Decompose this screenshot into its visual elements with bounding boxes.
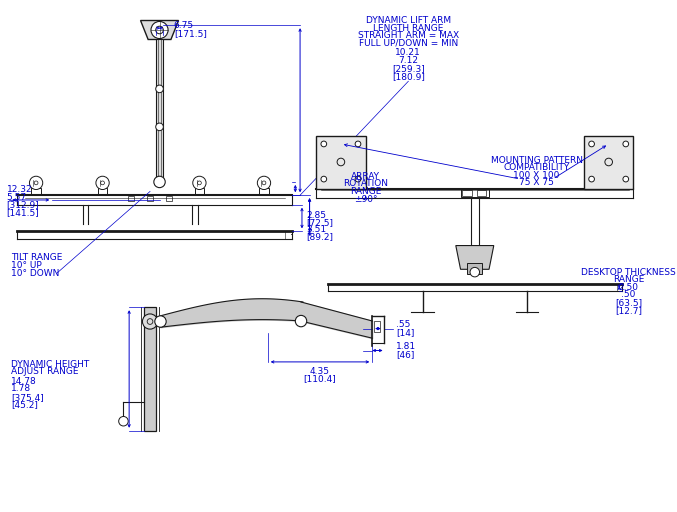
Bar [128, 196, 134, 201]
Bar [316, 136, 366, 188]
Text: [375.4]: [375.4] [12, 393, 44, 402]
Bar [156, 39, 163, 182]
Text: ARRAY: ARRAY [351, 172, 380, 181]
Text: 4.35: 4.35 [310, 367, 330, 376]
Text: [72.5]: [72.5] [307, 218, 334, 227]
Circle shape [257, 176, 271, 189]
Circle shape [355, 176, 361, 182]
Text: [180.9]: [180.9] [392, 72, 424, 81]
Text: .55: .55 [396, 321, 410, 329]
Text: ±90°: ±90° [354, 195, 377, 204]
Polygon shape [141, 20, 179, 39]
Circle shape [193, 176, 206, 189]
Text: 1.78: 1.78 [12, 385, 32, 393]
Bar [584, 136, 634, 188]
Polygon shape [456, 246, 494, 269]
Text: 10.21: 10.21 [395, 48, 421, 57]
Circle shape [623, 141, 629, 147]
Circle shape [589, 176, 594, 182]
Text: MOUNTING PATTERN: MOUNTING PATTERN [491, 156, 582, 164]
Bar [97, 187, 107, 195]
Text: TILT RANGE: TILT RANGE [12, 253, 63, 262]
Text: [46]: [46] [396, 350, 414, 359]
Bar [195, 187, 204, 195]
Bar [144, 307, 156, 431]
Text: STRAIGHT ARM = MAX: STRAIGHT ARM = MAX [357, 31, 459, 40]
Text: 1.81: 1.81 [396, 342, 416, 351]
Text: [110.4]: [110.4] [303, 374, 336, 383]
Text: RANGE: RANGE [350, 187, 381, 196]
Text: 75 X 75: 75 X 75 [519, 178, 554, 187]
Text: 2.85: 2.85 [307, 210, 327, 220]
Text: [171.5]: [171.5] [174, 29, 206, 38]
Bar [259, 187, 269, 195]
Bar [147, 196, 153, 201]
Text: 10° UP: 10° UP [12, 261, 42, 270]
Text: [259.3]: [259.3] [392, 65, 424, 73]
Text: 14.78: 14.78 [12, 377, 37, 386]
Bar [462, 189, 472, 196]
Text: [45.2]: [45.2] [12, 400, 39, 410]
Circle shape [623, 176, 629, 182]
Bar [166, 196, 172, 201]
Circle shape [154, 176, 165, 187]
Circle shape [321, 141, 327, 147]
Circle shape [151, 22, 168, 38]
Text: COMPATIBILITY: COMPATIBILITY [504, 163, 569, 172]
Text: .50: .50 [621, 290, 636, 300]
Text: 10° DOWN: 10° DOWN [12, 269, 60, 278]
Bar [374, 321, 380, 332]
Circle shape [142, 314, 158, 329]
Text: 7.12: 7.12 [398, 56, 418, 65]
Text: [63.5]: [63.5] [615, 298, 642, 307]
Circle shape [156, 85, 163, 93]
Text: [14]: [14] [396, 328, 414, 337]
Circle shape [589, 141, 594, 147]
Text: ADJUST RANGE: ADJUST RANGE [12, 367, 79, 376]
Circle shape [156, 123, 163, 131]
Circle shape [470, 267, 479, 277]
Text: RANGE: RANGE [613, 275, 645, 284]
Text: 5.57: 5.57 [7, 193, 27, 202]
Bar [31, 187, 41, 195]
Circle shape [29, 176, 43, 189]
Text: [89.2]: [89.2] [307, 232, 334, 242]
Text: [141.5]: [141.5] [7, 208, 39, 217]
Text: DYNAMIC LIFT ARM: DYNAMIC LIFT ARM [366, 16, 451, 25]
Text: 3.51: 3.51 [307, 225, 327, 234]
Circle shape [155, 316, 166, 327]
Text: 12.32: 12.32 [7, 185, 32, 194]
Text: FULL UP/DOWN = MIN: FULL UP/DOWN = MIN [359, 39, 458, 48]
Bar [460, 188, 489, 197]
Bar [477, 189, 486, 196]
Text: [312.9]: [312.9] [7, 200, 39, 209]
Bar [467, 263, 483, 274]
Text: DESKTOP THICKNESS: DESKTOP THICKNESS [582, 268, 676, 276]
Text: [12.7]: [12.7] [615, 306, 642, 315]
Text: 100 X 100: 100 X 100 [513, 171, 560, 180]
Circle shape [118, 416, 128, 426]
Text: ROTATION: ROTATION [343, 179, 388, 188]
Circle shape [321, 176, 327, 182]
Text: DYNAMIC HEIGHT: DYNAMIC HEIGHT [12, 360, 89, 369]
Circle shape [355, 141, 361, 147]
Text: LENGTH RANGE: LENGTH RANGE [373, 24, 443, 33]
Text: 2.50: 2.50 [619, 283, 638, 292]
Circle shape [295, 315, 307, 327]
Text: 6.75: 6.75 [174, 21, 194, 30]
Circle shape [96, 176, 109, 189]
